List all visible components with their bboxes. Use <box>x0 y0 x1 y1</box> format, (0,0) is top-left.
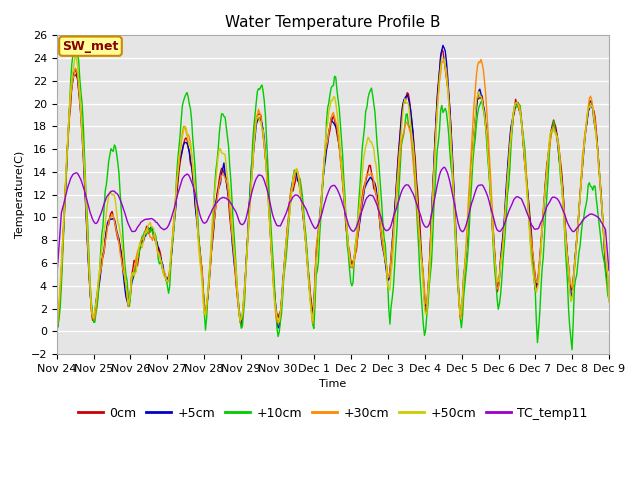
TC_temp11 <box>388 218 396 224</box>
Line: +30cm: +30cm <box>57 60 609 328</box>
TC_temp11 <box>440 164 448 170</box>
+30cm <box>459 300 467 305</box>
+10cm <box>72 48 79 53</box>
Line: 0cm: 0cm <box>57 50 609 326</box>
+5cm <box>460 272 468 278</box>
Line: +10cm: +10cm <box>57 50 609 350</box>
+5cm <box>225 194 232 200</box>
TC_temp11 <box>225 197 232 203</box>
+5cm <box>605 296 612 302</box>
+30cm <box>286 198 294 204</box>
TC_temp11 <box>556 199 563 205</box>
+10cm <box>363 105 371 110</box>
TC_temp11 <box>605 267 612 273</box>
+10cm <box>460 293 468 299</box>
+30cm <box>225 192 232 198</box>
+10cm <box>556 159 563 165</box>
0cm <box>556 149 563 155</box>
+10cm <box>568 347 576 353</box>
0cm <box>286 198 294 204</box>
+10cm <box>605 297 612 302</box>
+50cm <box>390 244 397 250</box>
0cm <box>605 297 612 302</box>
+30cm <box>477 57 485 62</box>
TC_temp11 <box>460 228 468 234</box>
TC_temp11 <box>286 199 294 205</box>
+50cm <box>460 275 468 280</box>
+50cm <box>363 139 371 145</box>
+5cm <box>556 158 563 164</box>
+50cm <box>605 300 612 305</box>
+5cm <box>388 239 396 244</box>
+50cm <box>53 325 61 331</box>
Line: +50cm: +50cm <box>57 54 609 328</box>
+10cm <box>287 197 294 203</box>
0cm <box>438 47 445 53</box>
+30cm <box>362 176 369 181</box>
+30cm <box>388 242 396 248</box>
+5cm <box>53 327 61 333</box>
+5cm <box>362 183 369 189</box>
TC_temp11 <box>53 273 61 278</box>
0cm <box>225 197 232 203</box>
+50cm <box>556 149 563 155</box>
+50cm <box>226 191 234 197</box>
0cm <box>53 324 61 329</box>
Legend: 0cm, +5cm, +10cm, +30cm, +50cm, TC_temp11: 0cm, +5cm, +10cm, +30cm, +50cm, TC_temp1… <box>73 402 593 425</box>
Text: SW_met: SW_met <box>62 40 118 53</box>
0cm <box>388 242 396 248</box>
+30cm <box>556 153 563 158</box>
Y-axis label: Temperature(C): Temperature(C) <box>15 151 25 239</box>
+5cm <box>286 202 294 207</box>
+30cm <box>53 325 61 331</box>
X-axis label: Time: Time <box>319 379 346 389</box>
TC_temp11 <box>362 197 369 203</box>
+5cm <box>439 43 447 48</box>
+50cm <box>287 198 294 204</box>
0cm <box>362 179 369 184</box>
+30cm <box>605 296 612 301</box>
0cm <box>460 279 468 285</box>
+10cm <box>390 285 397 290</box>
+10cm <box>226 163 234 168</box>
Line: +5cm: +5cm <box>57 46 609 330</box>
+50cm <box>72 51 79 57</box>
Line: TC_temp11: TC_temp11 <box>57 167 609 276</box>
+10cm <box>53 326 61 332</box>
Title: Water Temperature Profile B: Water Temperature Profile B <box>225 15 440 30</box>
